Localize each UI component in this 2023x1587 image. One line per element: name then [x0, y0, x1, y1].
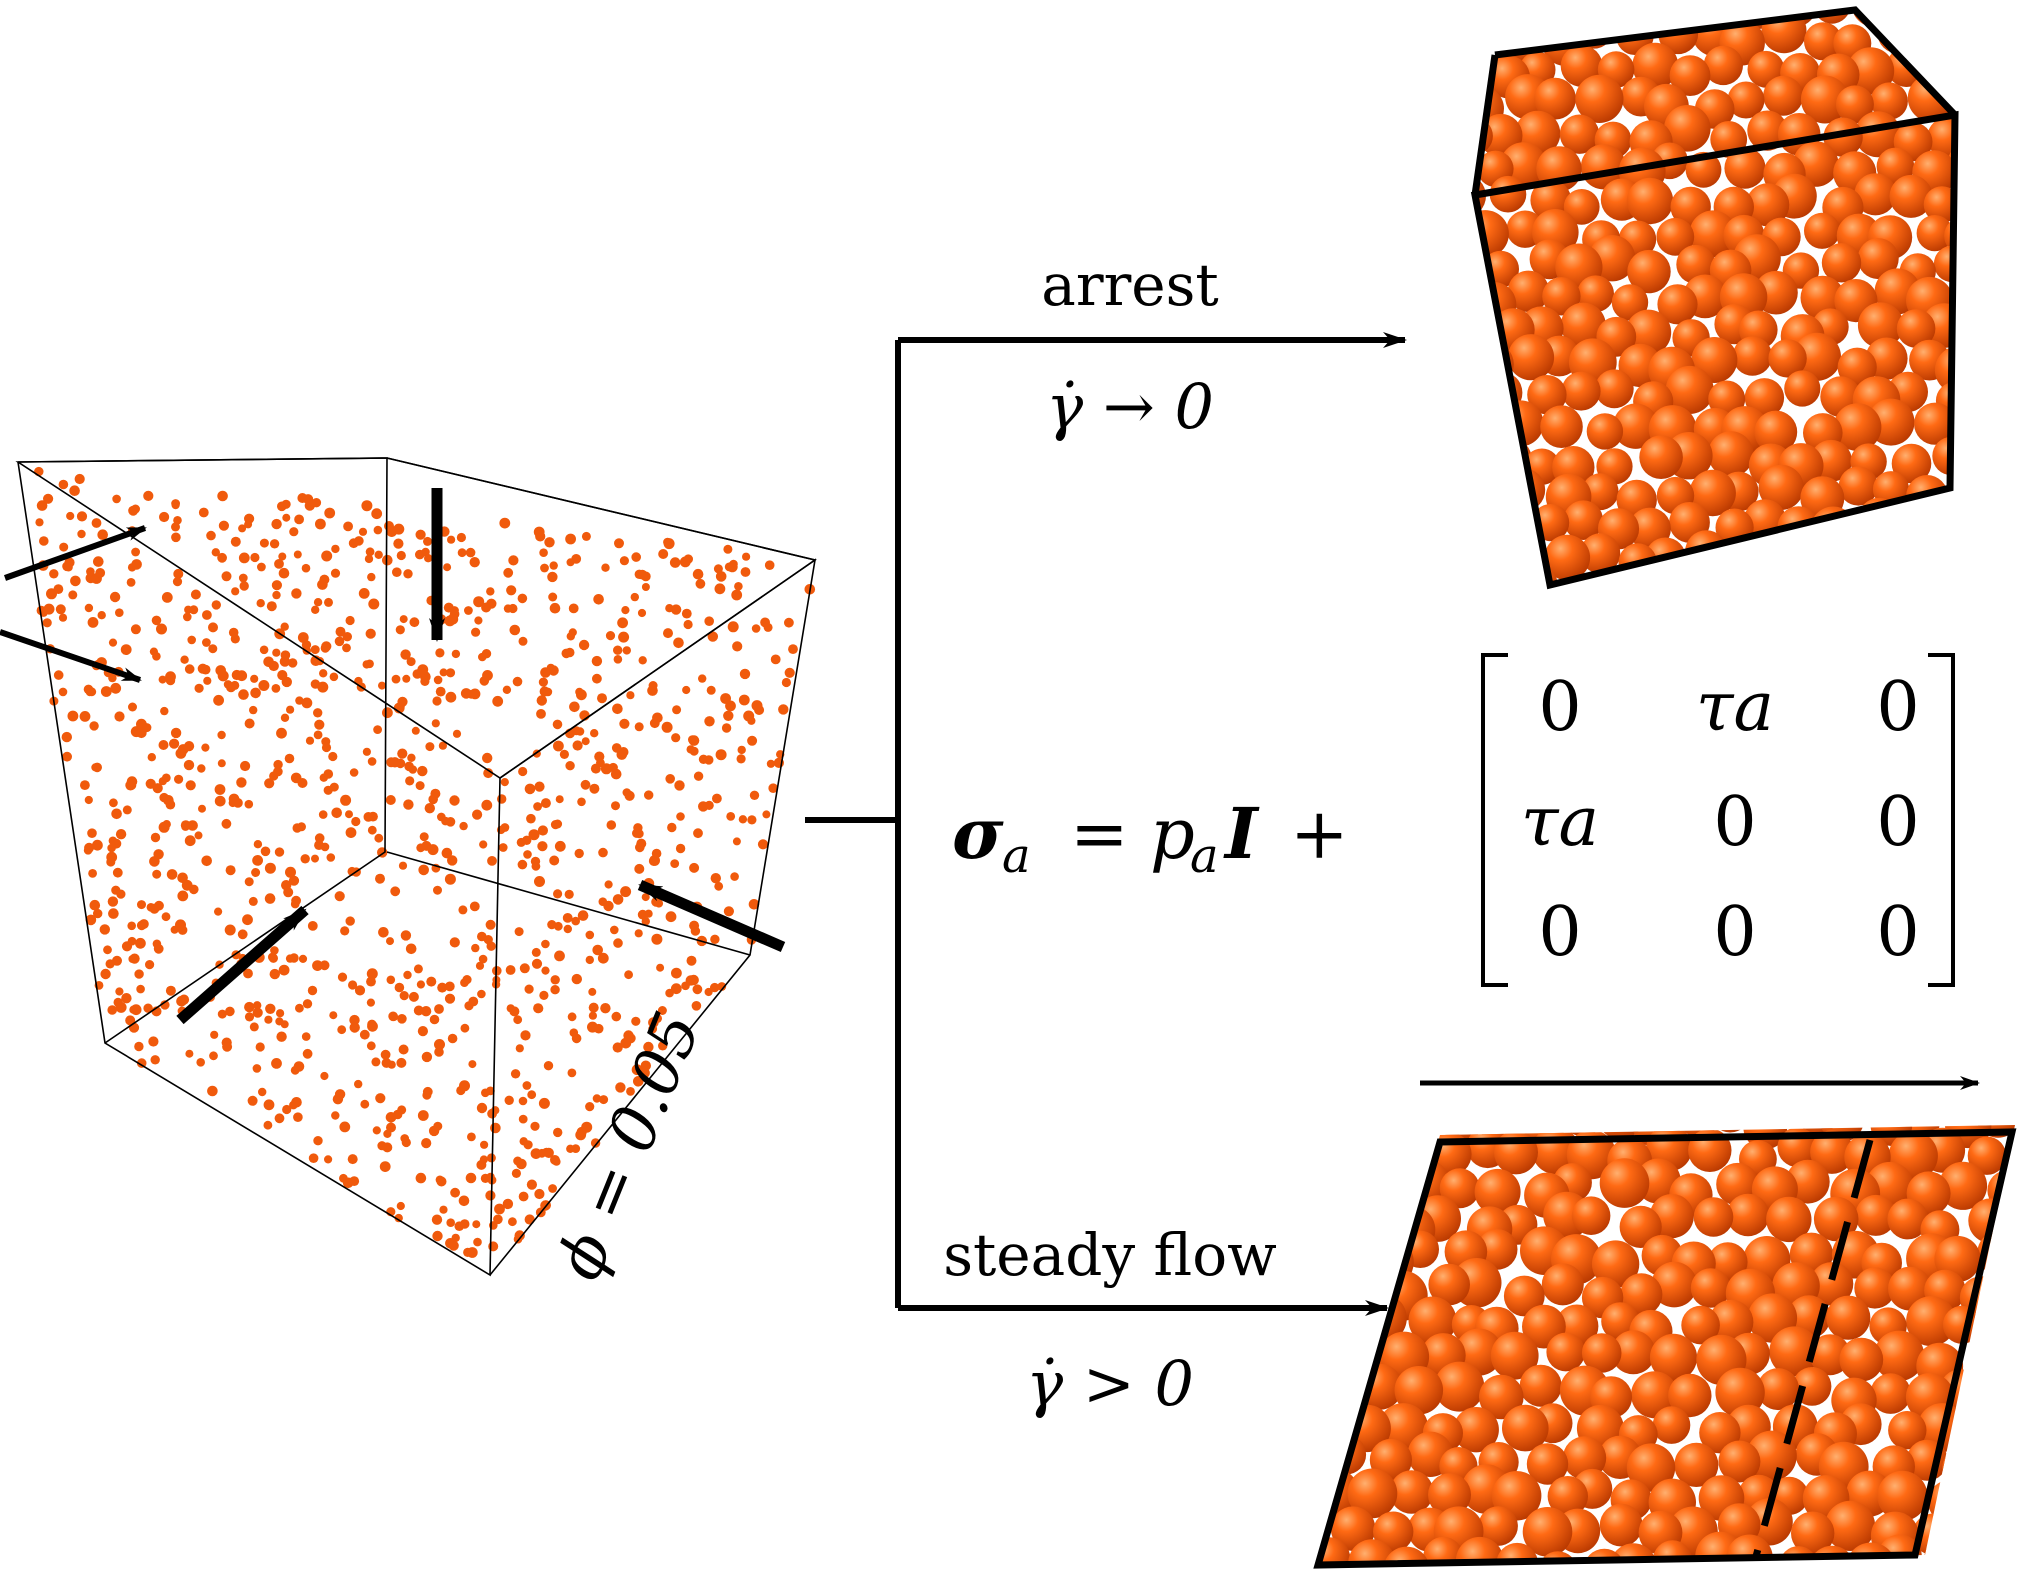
matrix-brackets	[1481, 653, 1955, 987]
shear-arrow-top-left	[3, 525, 147, 581]
equals-sign: =	[1070, 793, 1129, 875]
matrix-cell: 0	[1876, 893, 1919, 972]
sigma-symbol: σ	[952, 792, 1004, 875]
plus-sign: +	[1290, 793, 1349, 875]
compression-arrow-right	[637, 879, 786, 953]
pressure-symbol: p	[1150, 793, 1195, 875]
sheared-particles	[1318, 1125, 2015, 1565]
matrix-cell: τa	[1696, 668, 1774, 747]
steady-flow-label: steady flow	[943, 1221, 1277, 1289]
arrest-label: arrest	[1041, 251, 1218, 319]
arrested-packing	[1470, 6, 1959, 590]
stress-equation: σ a = p a I + 0 τa 0 τa 0 0 0 0 0	[952, 653, 1955, 987]
matrix-cell: 0	[1538, 668, 1581, 747]
sheared-packing	[1313, 1076, 2017, 1569]
initial-box: ϕ = 0.05	[0, 457, 817, 1290]
matrix-cell: 0	[1876, 668, 1919, 747]
branch-diagram	[805, 332, 1407, 1316]
matrix-cell: τa	[1521, 783, 1599, 862]
shear-arrow-left	[0, 629, 142, 683]
pressure-subscript: a	[1190, 828, 1219, 884]
identity-symbol: I	[1223, 792, 1260, 875]
initial-box-arrows	[0, 488, 786, 1025]
sigma-subscript: a	[1002, 828, 1031, 884]
matrix-cell: 0	[1876, 783, 1919, 862]
arrest-condition: γ̇ → 0	[1046, 370, 1214, 443]
matrix-cell: 0	[1538, 893, 1581, 972]
matrix-cell: 0	[1713, 783, 1756, 862]
arrested-box-frame	[1470, 6, 1959, 590]
steady-flow-condition: γ̇ > 0	[1026, 1347, 1194, 1420]
stress-matrix: 0 τa 0 τa 0 0 0 0 0	[1521, 668, 1920, 972]
arrested-particles	[1475, 10, 1955, 585]
sheared-box-frame	[1313, 1128, 2017, 1569]
initial-box-frame	[15, 457, 817, 1277]
compression-arrow-bottom-left	[176, 905, 309, 1025]
matrix-cell: 0	[1713, 893, 1756, 972]
